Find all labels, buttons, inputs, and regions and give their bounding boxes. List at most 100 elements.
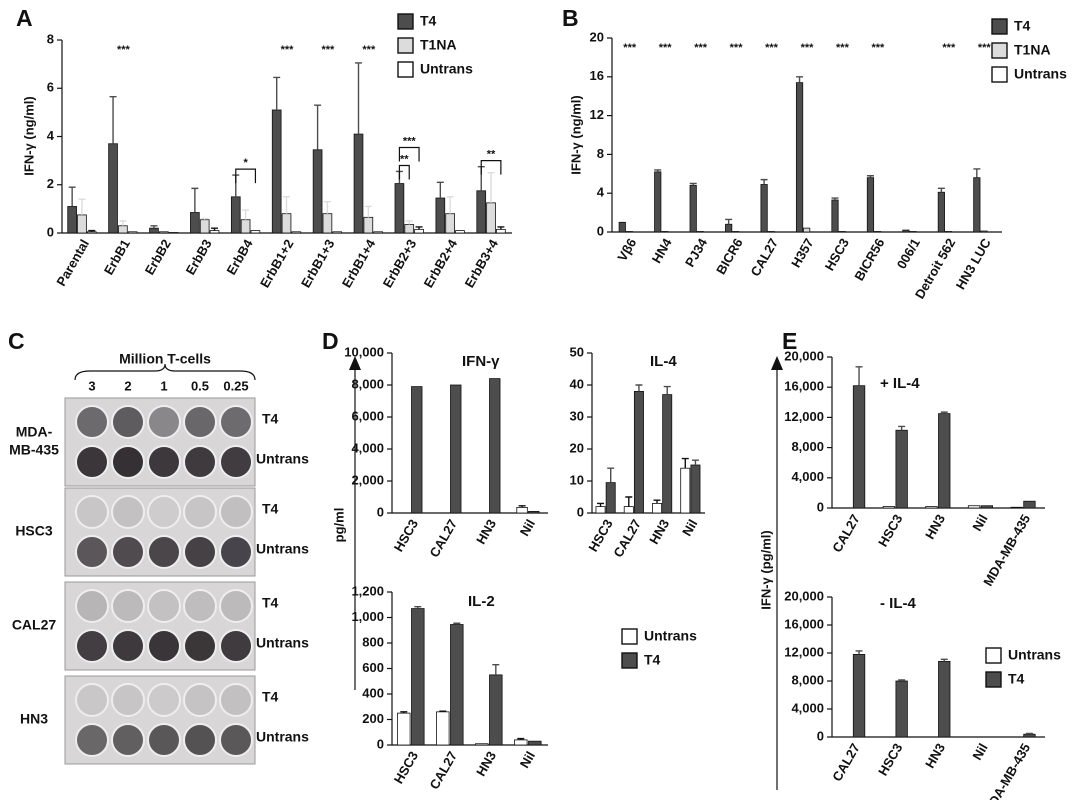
error-bar — [898, 679, 906, 681]
legend-swatch — [621, 628, 638, 645]
bar — [450, 624, 464, 746]
x-tick-label: Nil — [969, 741, 990, 763]
bar — [852, 654, 866, 738]
y-tick-label: 0 — [817, 728, 824, 743]
bar — [353, 133, 364, 234]
bar — [411, 386, 423, 514]
cell-line-label: MDA- — [16, 424, 53, 440]
column-label: 0.5 — [191, 378, 209, 393]
error-bar — [653, 499, 661, 504]
error-bar — [681, 457, 689, 469]
well — [111, 495, 145, 529]
error-bar — [689, 182, 697, 186]
bar — [445, 213, 455, 234]
significance-bracket — [480, 160, 502, 175]
error-bar — [273, 76, 281, 110]
error-bar — [439, 710, 447, 712]
significance-label: *** — [942, 42, 956, 54]
error-bar — [492, 663, 500, 675]
chart-title: - IL-4 — [880, 595, 916, 612]
row-label: Untrans — [256, 635, 309, 651]
well — [147, 723, 181, 757]
row-label: Untrans — [256, 729, 309, 745]
bar — [866, 177, 875, 233]
y-tick-label: 200 — [362, 711, 384, 726]
bar — [271, 109, 282, 234]
well — [183, 405, 217, 439]
significance-label: *** — [659, 42, 673, 54]
error-bar — [283, 196, 291, 214]
significance-label: *** — [694, 42, 708, 54]
y-tick-label: 20,000 — [784, 588, 824, 603]
y-tick-label: 40 — [570, 376, 584, 391]
significance-label: *** — [281, 44, 295, 56]
well — [147, 495, 181, 529]
error-bar — [607, 467, 615, 483]
well — [219, 445, 253, 479]
well — [111, 629, 145, 663]
bar — [895, 680, 908, 738]
bar — [67, 206, 77, 234]
error-bar — [831, 197, 839, 200]
legend-label: T4 — [420, 13, 437, 29]
bar — [925, 506, 938, 509]
row-label: T4 — [262, 689, 279, 705]
bar — [633, 390, 644, 514]
error-bar — [109, 95, 117, 144]
chart-title: IL-4 — [650, 353, 677, 370]
panel-letter: B — [562, 5, 579, 31]
bar — [312, 149, 323, 234]
bracket-label: ** — [400, 153, 409, 165]
error-bar — [855, 650, 863, 655]
row-label: T4 — [262, 595, 279, 611]
well — [147, 589, 181, 623]
y-tick-label: 2 — [47, 176, 54, 191]
well — [147, 445, 181, 479]
panel-letter: C — [8, 328, 25, 354]
bracket-label: * — [243, 157, 248, 169]
error-bar — [940, 658, 948, 662]
error-bar — [78, 198, 86, 215]
bar — [725, 223, 733, 233]
error-bar — [1025, 732, 1033, 735]
y-tick-label: 400 — [362, 685, 384, 700]
error-bar — [453, 622, 461, 625]
bar — [332, 231, 343, 234]
error-bar — [796, 76, 804, 83]
significance-label: *** — [978, 42, 992, 54]
error-bar — [691, 459, 699, 465]
error-bar — [355, 62, 363, 135]
x-tick-label: Nil — [969, 512, 990, 534]
bar — [489, 378, 501, 514]
bar — [831, 199, 839, 233]
error-bar — [635, 384, 643, 392]
bar — [436, 711, 450, 746]
error-bar — [150, 225, 158, 229]
bar — [795, 82, 804, 233]
well — [75, 683, 109, 717]
bar — [209, 230, 220, 234]
x-tick-label: Nil — [517, 749, 538, 771]
error-bar — [405, 220, 413, 225]
well — [219, 589, 253, 623]
y-tick-label: 0 — [377, 736, 384, 751]
well — [111, 589, 145, 623]
well — [147, 683, 181, 717]
bar — [1010, 506, 1023, 509]
error-bar — [625, 496, 633, 507]
legend-label: Untrans — [1008, 647, 1061, 663]
y-axis-label: IFN-γ (ng/ml) — [568, 95, 583, 174]
bar — [902, 229, 910, 233]
y-tick-label: 16,000 — [784, 616, 824, 631]
error-bar — [866, 175, 874, 178]
well — [75, 723, 109, 757]
bar — [450, 384, 462, 514]
bar — [496, 228, 506, 234]
bar — [662, 394, 673, 514]
d-arrow-head — [349, 356, 361, 370]
error-bar — [497, 226, 505, 230]
row-label: T4 — [262, 411, 279, 427]
well — [75, 535, 109, 569]
cell-line-label: CAL27 — [12, 617, 57, 633]
panel-letter: A — [16, 5, 33, 31]
